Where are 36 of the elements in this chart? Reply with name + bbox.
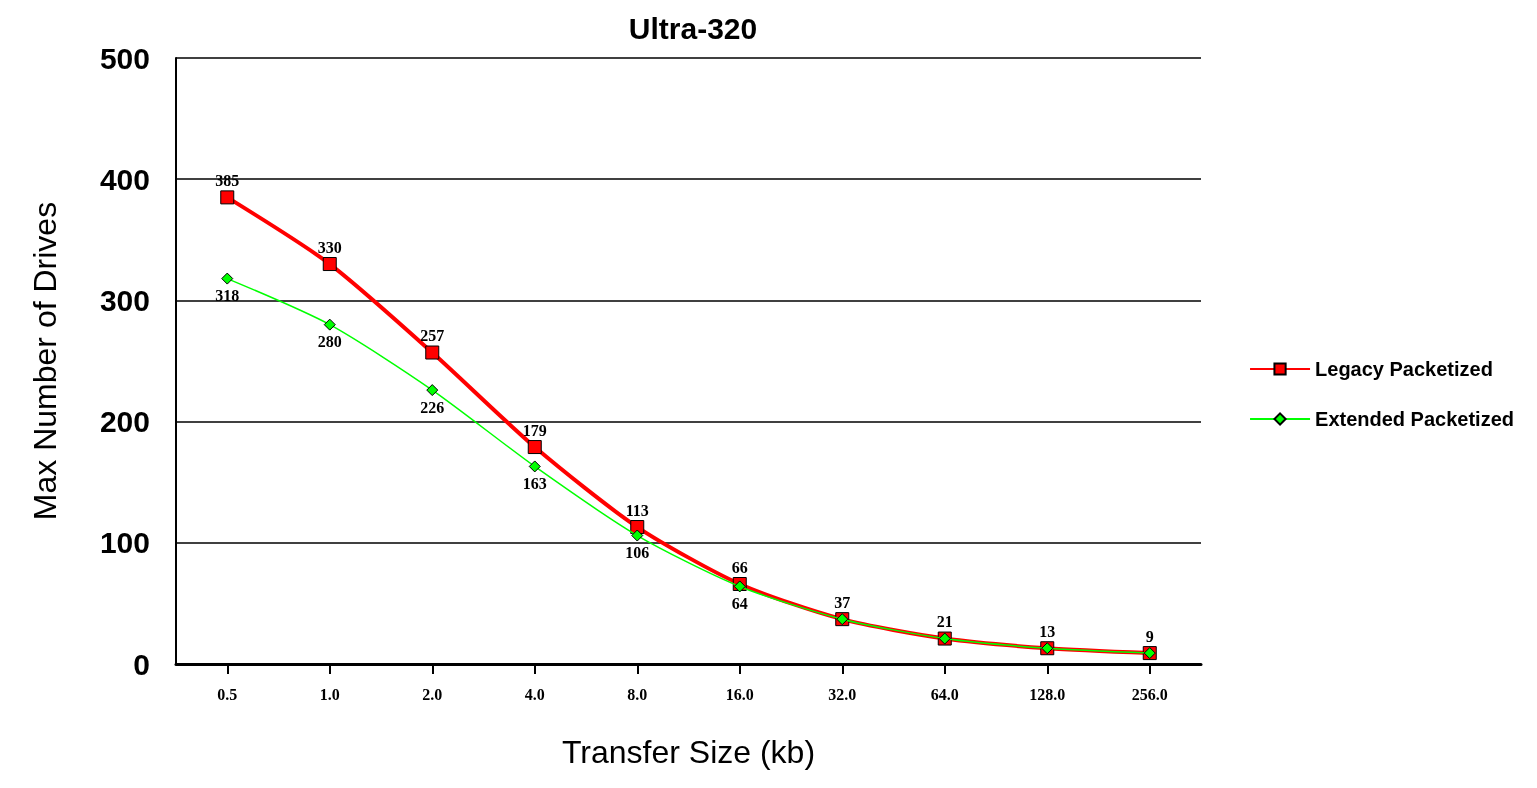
y-tick-label: 0 — [133, 647, 150, 681]
data-label: 66 — [731, 558, 748, 576]
y-tick-label: 400 — [99, 162, 150, 196]
x-tick-label: 16.0 — [725, 685, 754, 703]
data-label: 330 — [317, 238, 342, 256]
data-label: 179 — [522, 421, 547, 439]
data-label: 9 — [1145, 627, 1154, 645]
x-tick-label: 4.0 — [524, 685, 545, 703]
x-tick-label: 2.0 — [422, 685, 443, 703]
legend-label: Legacy Packetized — [1315, 358, 1493, 380]
x-tick-label: 8.0 — [627, 685, 648, 703]
y-tick-label: 300 — [99, 283, 150, 317]
x-tick-label: 128.0 — [1029, 685, 1066, 703]
x-tick-label: 64.0 — [930, 685, 959, 703]
x-tick-label: 32.0 — [828, 685, 857, 703]
legend-label: Extended Packetized — [1315, 408, 1514, 430]
y-tick-label: 200 — [99, 405, 150, 439]
data-label: 226 — [420, 398, 445, 416]
data-label: 21 — [936, 613, 953, 631]
data-label: 280 — [317, 333, 342, 351]
data-label: 318 — [215, 287, 240, 305]
data-label: 257 — [420, 327, 445, 345]
data-label: 13 — [1039, 622, 1056, 640]
data-label: 113 — [625, 501, 649, 519]
y-axis-title: Max Number of Drives — [27, 201, 63, 521]
x-tick-label: 0.5 — [217, 685, 238, 703]
x-tick-label: 256.0 — [1131, 685, 1168, 703]
chart-title: Ultra-320 — [628, 11, 758, 45]
y-tick-label: 500 — [99, 41, 150, 75]
y-tick-label: 100 — [99, 526, 150, 560]
data-label: 163 — [522, 474, 547, 492]
data-label: 64 — [731, 594, 748, 612]
x-tick-label: 1.0 — [319, 685, 340, 703]
data-label: 37 — [834, 593, 851, 611]
data-label: 106 — [625, 544, 650, 562]
x-axis-title: Transfer Size (kb) — [561, 734, 816, 770]
